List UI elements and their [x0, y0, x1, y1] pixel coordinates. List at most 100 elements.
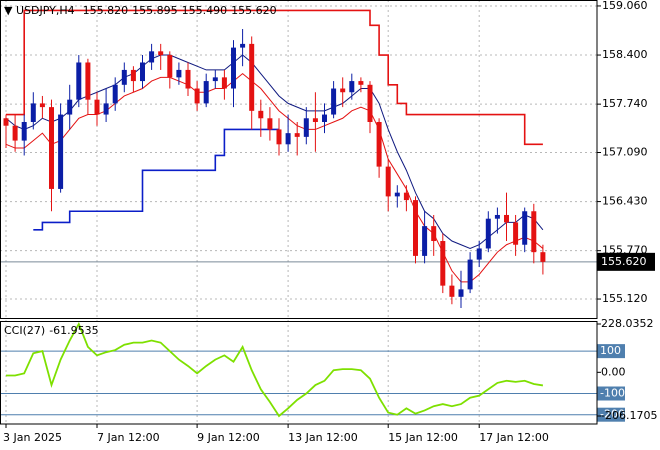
candle-body [12, 125, 18, 141]
candle-body [312, 118, 318, 122]
candle-body [140, 62, 145, 82]
candle-body [203, 81, 209, 104]
level-box [597, 386, 625, 401]
level-label: 100 [600, 344, 621, 357]
candle-body [294, 133, 300, 137]
level-box [597, 407, 625, 422]
candle-body [322, 114, 327, 122]
candle-body [385, 166, 391, 197]
candle-body [21, 121, 27, 141]
candle-body [485, 218, 491, 249]
candle-body [39, 103, 45, 108]
level-label: -200 [600, 408, 625, 421]
candle-body [212, 77, 218, 82]
ohlc-value: 155.620 [231, 4, 277, 17]
candle-body [358, 81, 364, 85]
pane-border [0, 321, 598, 425]
candle-body [522, 211, 528, 245]
candle-body [67, 99, 73, 115]
current-price-label: 155.620 [601, 255, 647, 268]
x-tick-label: 3 Jan 2025 [3, 431, 62, 444]
candle-body [531, 211, 537, 253]
channel-line [6, 9, 543, 146]
candle-body [467, 259, 473, 290]
candle-body [121, 69, 127, 85]
candle-body [176, 69, 182, 78]
candle-body [285, 133, 291, 145]
symbol: USDJPY,H4 [16, 4, 75, 17]
cci-line [6, 321, 544, 418]
level-label: -100 [600, 387, 625, 400]
candle-body [231, 47, 236, 89]
x-tick-label: 9 Jan 12:00 [197, 431, 260, 444]
x-tick-label: 15 Jan 12:00 [388, 431, 458, 444]
candle-body [513, 222, 519, 245]
candle-body [30, 103, 36, 122]
y-tick-label: 157.090 [602, 145, 648, 158]
y-tick-label: 158.400 [602, 48, 648, 61]
candle-body [449, 285, 455, 297]
chart-header: ▼ USDJPY,H4 155.820 155.895 155.490 155.620 [4, 4, 277, 17]
x-tick-label: 7 Jan 12:00 [97, 431, 160, 444]
y-tick-label: 228.0352 [601, 317, 654, 330]
candle-body [240, 43, 246, 48]
candle-body [221, 77, 227, 89]
candle-body [130, 69, 136, 82]
candle-body [167, 55, 173, 78]
candle-body [158, 51, 164, 56]
moving-average [5, 54, 544, 249]
y-tick-label: 159.060 [602, 0, 648, 12]
candle-body [494, 214, 500, 219]
candle-body [85, 62, 91, 100]
candle-body [403, 192, 409, 201]
candle-body [331, 88, 337, 115]
pane-border [0, 0, 598, 319]
candle-body [194, 88, 200, 104]
candle-body [185, 69, 191, 89]
candle-body [303, 118, 309, 137]
candle-body [276, 129, 282, 145]
indicator-value: -61.9535 [49, 324, 98, 337]
candle-body [440, 241, 446, 286]
channel-line [33, 128, 279, 231]
candle-body [540, 252, 546, 262]
candle-body [258, 110, 264, 119]
candle-body [267, 118, 273, 130]
y-tick-label: 155.120 [602, 292, 648, 305]
candle-body [367, 84, 373, 122]
candle-body [49, 107, 54, 189]
candle-body [431, 226, 437, 242]
candle-body [340, 88, 346, 93]
candle-body [94, 99, 100, 115]
candle-body [376, 121, 382, 167]
candle-body [422, 226, 428, 256]
y-tick-label: 157.740 [602, 97, 648, 110]
ohlc-value: 155.820 [83, 4, 129, 17]
y-tick-label: 156.430 [602, 195, 648, 208]
candle-body [103, 103, 109, 115]
ohlc-value: 155.490 [182, 4, 228, 17]
ohlc-value: 155.895 [132, 4, 178, 17]
y-tick-label: 0.00 [601, 365, 626, 378]
candle-body [476, 248, 482, 260]
candle-body [3, 118, 9, 126]
candle-body [149, 51, 155, 63]
current-price-box [597, 252, 655, 271]
candle-body [249, 43, 255, 111]
x-tick-label: 17 Jan 12:00 [479, 431, 549, 444]
indicator-name: CCI(27) [4, 324, 45, 337]
candle-body [58, 114, 64, 189]
level-box [597, 344, 625, 359]
candle-body [504, 214, 509, 223]
y-tick-label: -206.1705 [601, 409, 657, 422]
candle-body [349, 81, 355, 93]
indicator-header: CCI(27) -61.9535 [4, 324, 99, 337]
candle-body [112, 84, 118, 104]
candle-body [458, 289, 464, 297]
candle-body [394, 192, 400, 197]
candle-body [413, 200, 418, 256]
x-tick-label: 13 Jan 12:00 [288, 431, 358, 444]
candle-body [76, 62, 82, 100]
